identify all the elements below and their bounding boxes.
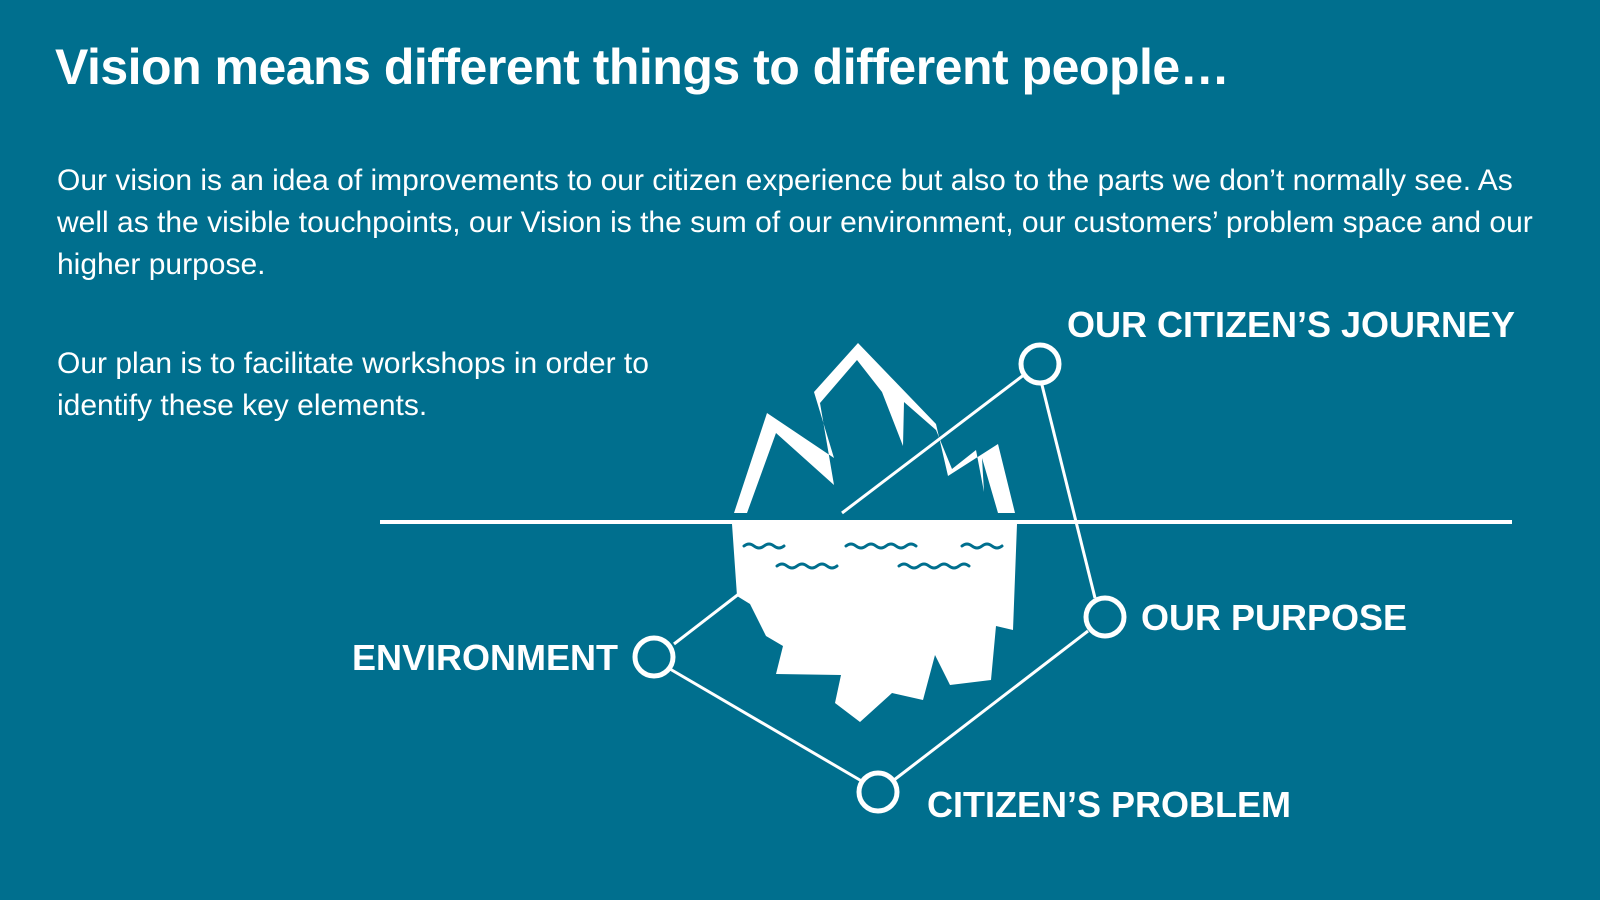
- connector-environment-to-iceberg: [673, 588, 745, 646]
- plan-paragraph: Our plan is to facilitate workshops in o…: [57, 347, 649, 422]
- connector-lines: [669, 372, 1097, 785]
- iceberg-underwater: [732, 524, 1017, 722]
- node-citizens-problem: [856, 770, 900, 814]
- water-ripples: [742, 542, 1004, 570]
- node-our-purpose: [1083, 595, 1127, 639]
- label-citizens-journey: OUR CITIZEN’S JOURNEY: [1067, 304, 1515, 345]
- slide-title: Vision means different things to differe…: [55, 39, 1230, 95]
- label-citizens-problem: CITIZEN’S PROBLEM: [927, 784, 1291, 825]
- vision-paragraph: Our vision is an idea of improvements to…: [57, 164, 1533, 281]
- nodes: [632, 342, 1127, 814]
- node-environment: [632, 635, 676, 679]
- label-environment: ENVIRONMENT: [352, 637, 618, 678]
- connector-purpose-to-problem: [893, 629, 1089, 782]
- connector-journey-to-iceberg: [841, 372, 1026, 515]
- iceberg-icon: [732, 343, 1017, 722]
- connector-journey-to-purpose: [1039, 380, 1097, 599]
- connector-problem-to-environment: [669, 667, 866, 785]
- node-citizens-journey: [1018, 342, 1062, 386]
- label-our-purpose: OUR PURPOSE: [1141, 597, 1407, 638]
- iceberg-tip: [734, 343, 1015, 513]
